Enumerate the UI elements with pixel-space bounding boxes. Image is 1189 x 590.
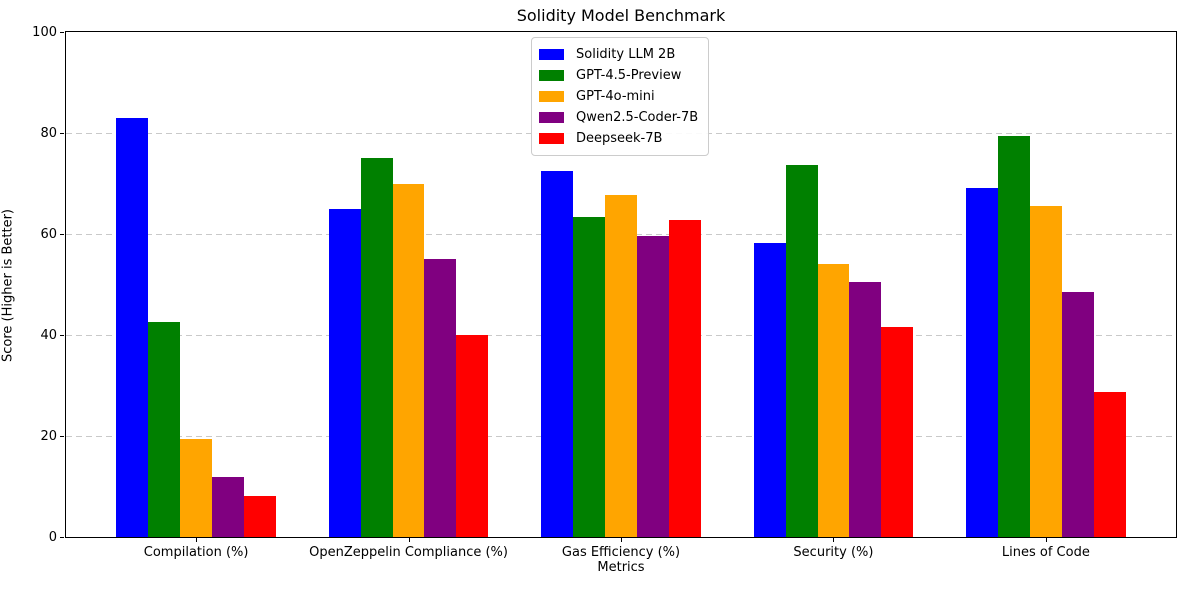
bar-gpt-4o-mini-cat1 [392,183,425,537]
y-tick-20 [60,436,64,437]
bar-gpt-4-5-preview-cat0 [148,321,181,537]
bar-gpt-4-5-preview-cat4 [998,135,1030,537]
bar-gpt-4o-mini-cat3 [817,264,850,537]
bar-solidity-llm-2b-cat4 [966,187,999,537]
y-tick-label-80: 80 [40,125,57,141]
chart-title: Solidity Model Benchmark [516,6,726,25]
bar-qwen2-5-coder-7b-cat4 [1061,292,1094,537]
y-tick-label-40: 40 [40,327,57,343]
y-tick-label-100: 100 [32,24,57,40]
bar-solidity-llm-2b-cat0 [116,118,149,537]
bar-gpt-4o-mini-cat2 [605,194,637,537]
x-tick-2 [621,538,622,542]
bar-deepseek-7b-cat3 [881,326,914,537]
x-axis-label: Metrics [597,560,645,575]
bar-solidity-llm-2b-cat3 [753,243,786,537]
bar-qwen2-5-coder-7b-cat0 [212,477,244,537]
x-tick-label-2: Gas Efficiency (%) [561,545,681,560]
bar-gpt-4-5-preview-cat1 [360,158,393,537]
legend-swatch-icon [539,91,564,102]
legend-swatch-icon [539,112,564,123]
plot-area: Solidity LLM 2B GPT-4.5-Preview GPT-4o-min… [65,31,1177,538]
bar-deepseek-7b-cat1 [456,335,489,537]
y-axis-label: Score (Higher is Better) [0,209,16,363]
y-tick-40 [60,335,64,336]
legend-swatch-icon [539,49,564,60]
y-tick-0 [60,537,64,538]
bar-gpt-4o-mini-cat0 [180,438,213,537]
legend-item: GPT-4.5-Preview [539,65,698,86]
legend-item: Qwen2.5-Coder-7B [539,107,698,128]
legend-label: Qwen2.5-Coder-7B [576,110,699,125]
x-tick-0 [196,538,198,542]
bar-gpt-4-5-preview-cat2 [573,216,606,537]
bar-gpt-4-5-preview-cat3 [785,164,818,537]
legend-label: Solidity LLM 2B [576,47,676,62]
y-tick-label-60: 60 [40,226,57,242]
legend-label: Deepseek-7B [576,131,663,146]
x-tick-1 [408,538,410,542]
legend-item: Deepseek-7B [539,128,698,149]
y-tick-60 [60,234,64,235]
bar-deepseek-7b-cat2 [668,220,701,537]
x-tick-4 [1045,538,1047,542]
legend: Solidity LLM 2B GPT-4.5-Preview GPT-4o-min… [531,37,710,156]
legend-swatch-icon [539,70,564,81]
bar-qwen2-5-coder-7b-cat1 [424,259,457,537]
y-tick-80 [60,133,64,134]
bar-solidity-llm-2b-cat2 [541,170,574,537]
x-tick-label-1: OpenZeppelin Compliance (%) [309,545,508,560]
legend-swatch-icon [539,133,564,144]
y-tick-label-20: 20 [40,428,57,444]
bar-qwen2-5-coder-7b-cat3 [849,281,882,537]
bar-deepseek-7b-cat0 [243,496,276,537]
y-tick-label-0: 0 [48,529,57,545]
legend-label: GPT-4.5-Preview [576,68,682,83]
x-tick-3 [833,538,835,542]
x-tick-label-3: Security (%) [793,545,874,560]
x-tick-label-0: Compilation (%) [143,545,249,560]
legend-item: GPT-4o-mini [539,86,698,107]
legend-item: Solidity LLM 2B [539,44,698,65]
y-tick-100 [60,32,64,33]
x-tick-label-4: Lines of Code [1001,545,1090,560]
bar-solidity-llm-2b-cat1 [328,208,361,537]
bar-deepseek-7b-cat4 [1093,392,1126,537]
bar-qwen2-5-coder-7b-cat2 [636,235,669,537]
legend-label: GPT-4o-mini [576,89,655,104]
bar-gpt-4o-mini-cat4 [1029,206,1062,537]
